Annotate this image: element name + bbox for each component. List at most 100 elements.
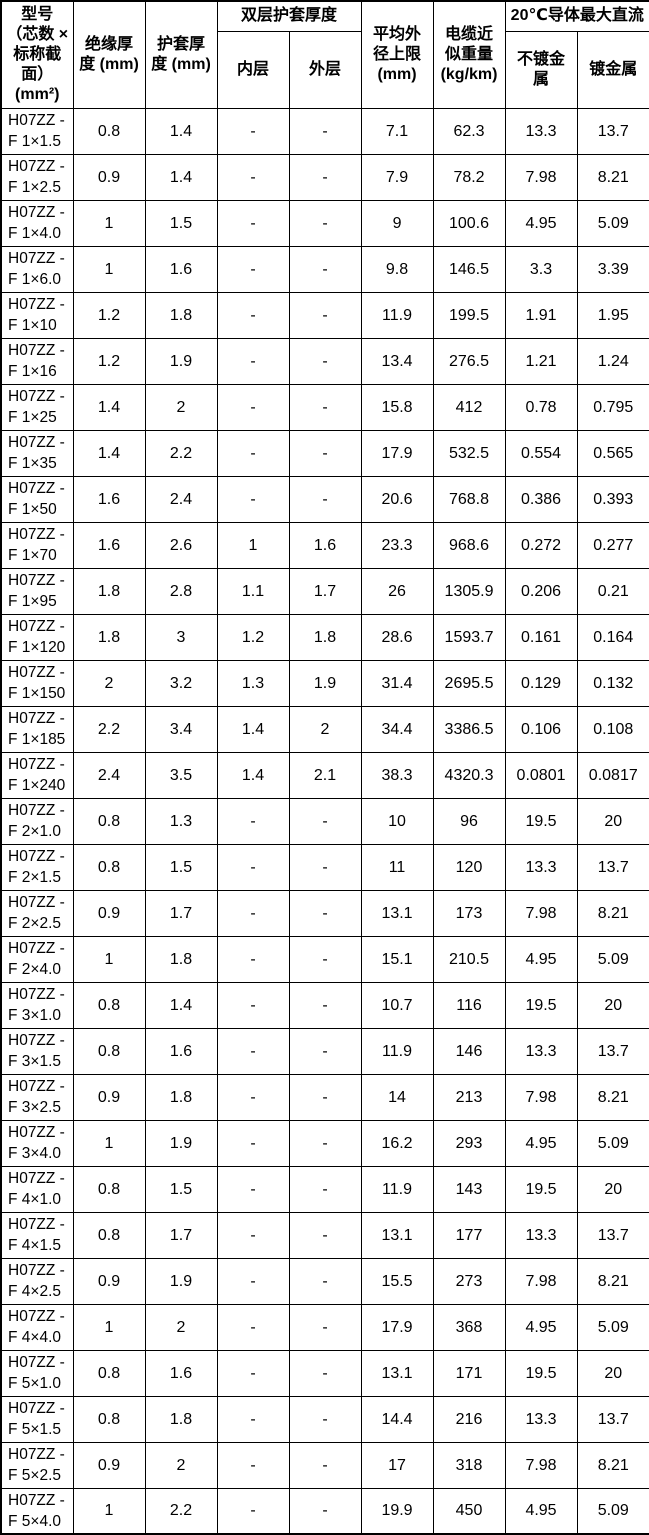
cell-tinned: 8.21	[576, 153, 649, 201]
cell-insulation: 0.9	[72, 1257, 146, 1305]
cell-model: H07ZZ - F 5×2.5	[0, 1441, 74, 1489]
cell-weight: 293	[432, 1119, 506, 1167]
cell-weight: 412	[432, 383, 506, 431]
cell-weight: 768.8	[432, 475, 506, 523]
table-row: H07ZZ - F 5×1.0 0.8 1.6- -13.1 171 19.5 20	[0, 1349, 649, 1397]
table-row: H07ZZ - F 4×1.0 0.8 1.5- -11.9 143 19.5 20	[0, 1165, 649, 1213]
cell-tinned: 1.95	[576, 291, 649, 339]
cell-inner-layer: -	[216, 1257, 290, 1305]
cell-weight: 171	[432, 1349, 506, 1397]
table-row: H07ZZ - F 1×95 1.8 2.8 1.1 1.7 26 1305.9 0.206 0…	[0, 567, 649, 615]
cell-outer-layer: -	[288, 843, 362, 891]
cell-outer-layer: 2	[288, 705, 362, 753]
cell-outer-layer: -	[288, 475, 362, 523]
header-approx-weight: 电缆近 似重量 (kg/km)	[432, 0, 506, 109]
cell-insulation: 0.8	[72, 1211, 146, 1259]
cell-untinned: 0.206	[504, 567, 578, 615]
cell-untinned: 19.5	[504, 1165, 578, 1213]
cell-insulation: 0.8	[72, 843, 146, 891]
cell-model: H07ZZ - F 5×1.0	[0, 1349, 74, 1397]
cell-inner-layer: -	[216, 199, 290, 247]
cell-insulation: 0.8	[72, 797, 146, 845]
cell-sheath: 3.5	[144, 751, 218, 799]
cell-outer-layer: -	[288, 1119, 362, 1167]
table-row: H07ZZ - F 5×4.0 1 2.2- -19.9 450 4.95 5.09	[0, 1487, 649, 1535]
cell-weight: 276.5	[432, 337, 506, 385]
cell-sheath: 1.8	[144, 1395, 218, 1443]
cell-sheath: 2.8	[144, 567, 218, 615]
cell-outer-layer: -	[288, 245, 362, 293]
cell-tinned: 5.09	[576, 935, 649, 983]
cell-diameter: 13.1	[360, 1211, 434, 1259]
cell-inner-layer: -	[216, 1027, 290, 1075]
cell-insulation: 0.8	[72, 1395, 146, 1443]
cell-untinned: 7.98	[504, 889, 578, 937]
cell-inner-layer: -	[216, 889, 290, 937]
cell-inner-layer: -	[216, 245, 290, 293]
cell-weight: 100.6	[432, 199, 506, 247]
cell-diameter: 23.3	[360, 521, 434, 569]
cell-diameter: 11	[360, 843, 434, 891]
cell-outer-layer: -	[288, 337, 362, 385]
cell-tinned: 0.393	[576, 475, 649, 523]
cell-sheath: 1.9	[144, 1119, 218, 1167]
cell-tinned: 5.09	[576, 1119, 649, 1167]
cell-diameter: 14.4	[360, 1395, 434, 1443]
cell-untinned: 0.78	[504, 383, 578, 431]
header-outer-layer: 外层	[288, 30, 362, 109]
cell-tinned: 0.565	[576, 429, 649, 477]
cell-weight: 318	[432, 1441, 506, 1489]
cell-untinned: 4.95	[504, 199, 578, 247]
cell-insulation: 0.9	[72, 1441, 146, 1489]
cell-insulation: 0.8	[72, 1027, 146, 1075]
table-body: H07ZZ - F 1×1.5 0.8 1.4- -7.1 62.3 13.3 13.7 H0…	[0, 107, 649, 1535]
cell-outer-layer: -	[288, 107, 362, 155]
cell-weight: 146	[432, 1027, 506, 1075]
cell-tinned: 5.09	[576, 1303, 649, 1351]
cell-outer-layer: -	[288, 1441, 362, 1489]
cell-diameter: 7.9	[360, 153, 434, 201]
cell-inner-layer: -	[216, 1211, 290, 1259]
table-row: H07ZZ - F 5×1.5 0.8 1.8- -14.4 216 13.3 13.7	[0, 1395, 649, 1443]
cell-weight: 216	[432, 1395, 506, 1443]
cell-diameter: 15.5	[360, 1257, 434, 1305]
cell-inner-layer: -	[216, 843, 290, 891]
header-dc-max-group: 20℃导体最大直流	[504, 0, 649, 32]
cell-insulation: 0.8	[72, 981, 146, 1029]
cell-diameter: 13.1	[360, 889, 434, 937]
cell-outer-layer: -	[288, 1073, 362, 1121]
cell-weight: 210.5	[432, 935, 506, 983]
cell-insulation: 2.4	[72, 751, 146, 799]
cell-sheath: 1.4	[144, 153, 218, 201]
cell-untinned: 13.3	[504, 1027, 578, 1075]
cell-model: H07ZZ - F 3×4.0	[0, 1119, 74, 1167]
cell-sheath: 1.4	[144, 107, 218, 155]
cell-model: H07ZZ - F 2×2.5	[0, 889, 74, 937]
header-insulation-thickness: 绝缘厚 度 (mm)	[72, 0, 146, 109]
cell-tinned: 5.09	[576, 1487, 649, 1535]
table-row: H07ZZ - F 1×1.5 0.8 1.4- -7.1 62.3 13.3 13.7	[0, 107, 649, 155]
cell-sheath: 2	[144, 383, 218, 431]
header-model: 型号 （芯数 × 标称截 面） (mm²)	[0, 0, 74, 109]
cell-outer-layer: -	[288, 291, 362, 339]
cell-outer-layer: -	[288, 153, 362, 201]
table-row: H07ZZ - F 4×4.0 1 2- -17.9 368 4.95 5.09	[0, 1303, 649, 1351]
table-row: H07ZZ - F 1×120 1.8 3 1.2 1.8 28.6 1593.7 0.161…	[0, 613, 649, 661]
header-sheath-thickness: 护套厚 度 (mm)	[144, 0, 218, 109]
cell-sheath: 1.5	[144, 1165, 218, 1213]
cell-insulation: 0.8	[72, 107, 146, 155]
cell-untinned: 0.161	[504, 613, 578, 661]
cell-untinned: 7.98	[504, 153, 578, 201]
cell-tinned: 13.7	[576, 1395, 649, 1443]
cell-untinned: 0.0801	[504, 751, 578, 799]
table-row: H07ZZ - F 1×10 1.2 1.8- -11.9 199.5 1.91 1.95	[0, 291, 649, 339]
cell-tinned: 0.164	[576, 613, 649, 661]
cell-outer-layer: -	[288, 199, 362, 247]
cell-insulation: 1	[72, 935, 146, 983]
cell-diameter: 34.4	[360, 705, 434, 753]
table-row: H07ZZ - F 1×35 1.4 2.2- -17.9 532.5 0.554 0.56…	[0, 429, 649, 477]
cell-sheath: 2.4	[144, 475, 218, 523]
cell-outer-layer: 1.8	[288, 613, 362, 661]
cell-tinned: 0.21	[576, 567, 649, 615]
